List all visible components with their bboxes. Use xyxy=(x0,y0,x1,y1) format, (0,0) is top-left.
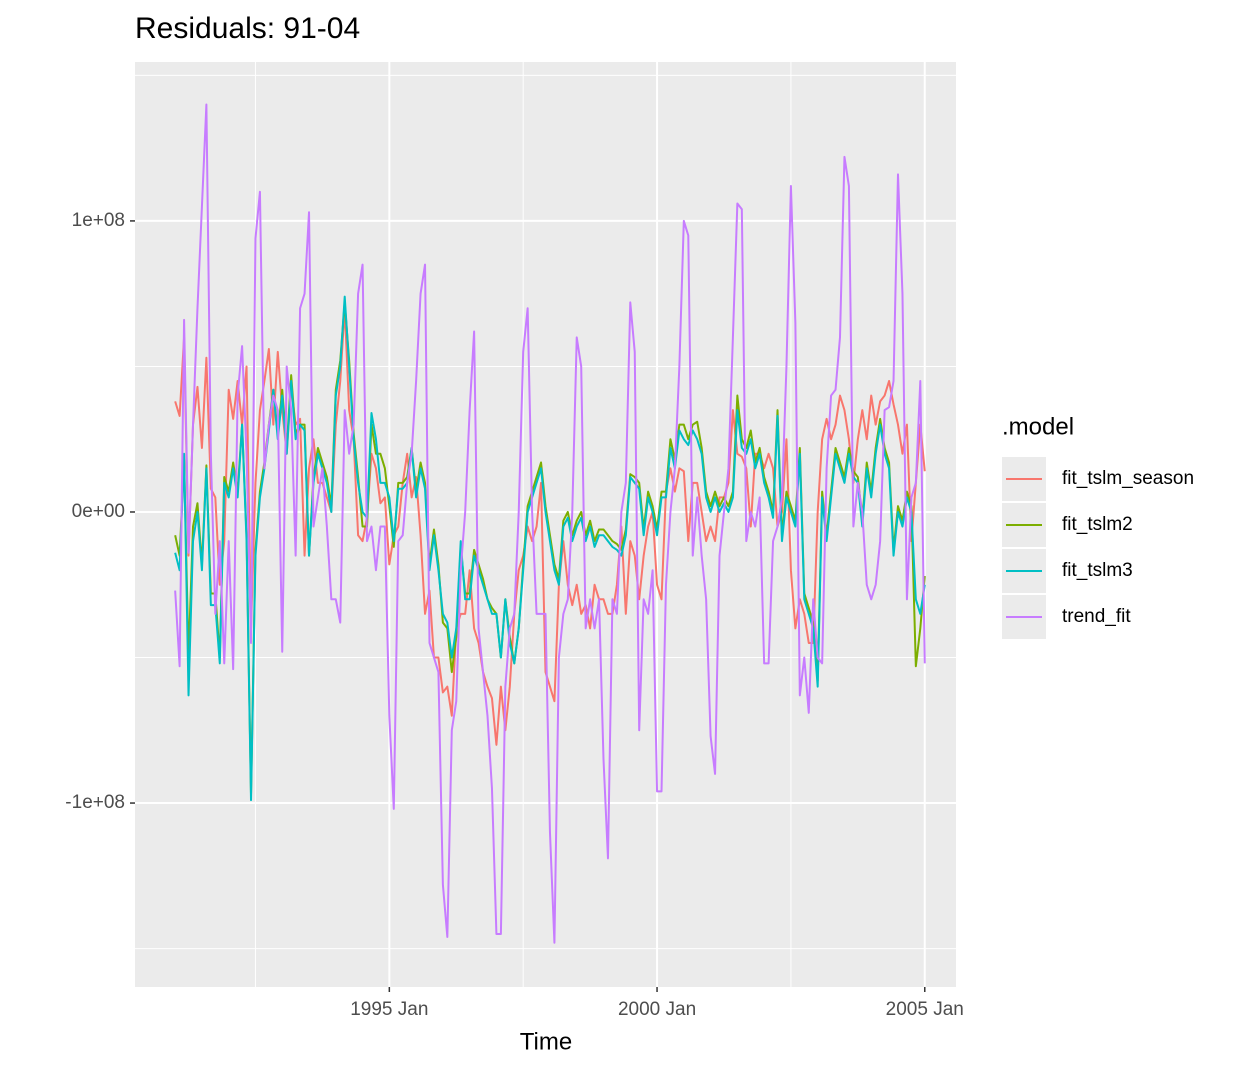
series-line xyxy=(174,307,926,746)
series-line xyxy=(174,103,926,944)
legend-label: fit_tslm2 xyxy=(1062,514,1133,535)
x-tick-label: 1995 Jan xyxy=(350,999,428,1020)
legend-label: fit_tslm_season xyxy=(1062,468,1194,489)
y-tick-label: 1e+08 xyxy=(72,210,125,231)
y-tick-label: 0e+00 xyxy=(72,501,125,522)
x-tick-label: 2005 Jan xyxy=(886,999,964,1020)
legend-title: .model xyxy=(1002,413,1074,440)
series-line xyxy=(174,295,926,802)
x-tick-label: 2000 Jan xyxy=(618,999,696,1020)
y-tick-label: -1e+08 xyxy=(65,792,125,813)
chart-title: Residuals: 91-04 xyxy=(135,12,360,45)
legend-label: fit_tslm3 xyxy=(1062,560,1133,581)
panel xyxy=(135,62,956,987)
x-axis-title: Time xyxy=(520,1028,572,1055)
legend-label: trend_fit xyxy=(1062,606,1131,627)
